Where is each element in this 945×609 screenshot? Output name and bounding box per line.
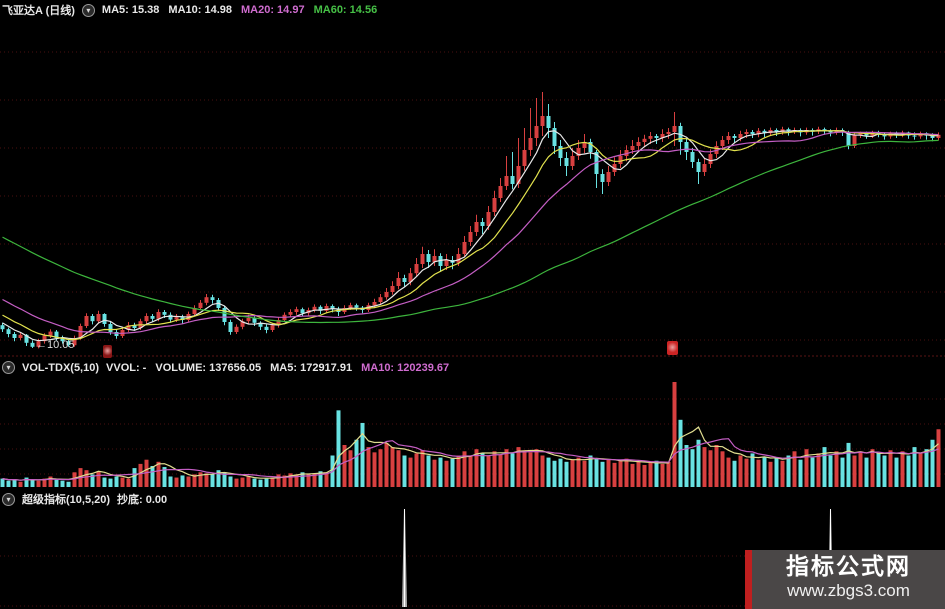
event-marker-badge[interactable] <box>103 345 112 358</box>
collapse-indicator-icon[interactable]: ▾ <box>81 3 95 17</box>
volume-indicator-name: VOL-TDX(5,10) <box>22 361 100 374</box>
volume-labels: VVOL: - VOLUME: 137656.05 MA5: 172917.91 MA… <box>106 362 458 374</box>
watermark-accent-bar <box>745 550 752 609</box>
main-chart-header: 飞亚达A (日线) ▾ MA5: 15.38 MA10: 14.98 MA20: 1… <box>2 2 386 18</box>
volume-value-label: VOLUME: 137656.05 <box>155 361 262 374</box>
custom-indicator-name: 超级指标(10,5,20) <box>22 494 111 506</box>
indicator-value-label: 抄底: 0.00 <box>117 494 168 506</box>
ma-value-label: MA5: 15.38 <box>101 4 160 16</box>
event-marker-badge[interactable] <box>667 341 678 355</box>
watermark-url: www.zbgs3.com <box>787 581 910 600</box>
collapse-indicator-icon[interactable]: ▾ <box>2 492 15 506</box>
ma-value-label: MA60: 14.56 <box>313 4 378 16</box>
indicator-labels: 抄底: 0.00 <box>117 491 176 507</box>
stock-title: 飞亚达A (日线) <box>2 5 75 17</box>
ma-labels: MA5: 15.38 MA10: 14.98 MA20: 14.97 MA60: 14… <box>102 4 386 16</box>
volume-value-label: VVOL: - <box>106 361 147 374</box>
ma-value-label: MA20: 14.97 <box>241 4 305 16</box>
volume-value-label: MA5: 172917.91 <box>270 361 353 374</box>
ma-value-label: MA10: 14.98 <box>168 4 232 16</box>
volume-value-label: MA10: 120239.67 <box>361 361 450 374</box>
low-price-tag: ←10.05 <box>36 339 75 351</box>
collapse-indicator-icon[interactable]: ▾ <box>2 361 15 374</box>
watermark: 指标公式网 www.zbgs3.com <box>745 550 945 609</box>
indicator-panel-header: ▾ 超级指标(10,5,20) 抄底: 0.00 <box>2 491 176 507</box>
volume-panel-header: ▾ VOL-TDX(5,10) VVOL: - VOLUME: 137656.05… <box>2 361 458 374</box>
watermark-site-name: 指标公式网 <box>786 553 911 579</box>
watermark-body: 指标公式网 www.zbgs3.com <box>752 550 945 609</box>
